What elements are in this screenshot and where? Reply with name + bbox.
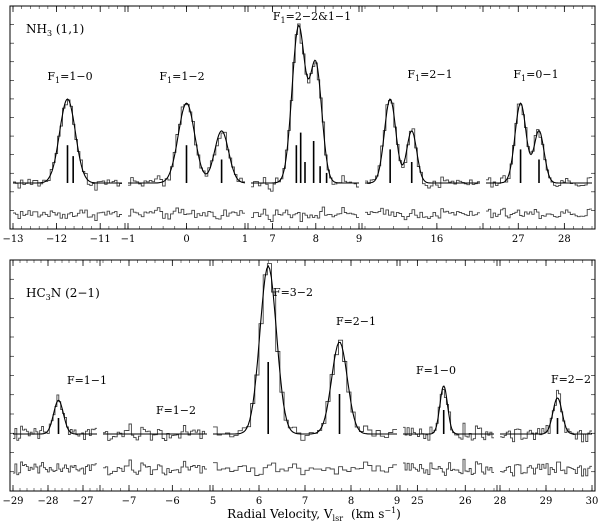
x-tick-label: 25 xyxy=(411,496,424,507)
x-tick-label: 7 xyxy=(302,496,308,507)
residual-spectrum xyxy=(365,207,480,221)
model-fit xyxy=(213,264,397,435)
panel-bottom: HC3N (2−1) −29 −28 −27 F=1−1 −7 −6 F=1−2 5 6 7 8 9 F… xyxy=(2,259,599,507)
residual-spectrum xyxy=(500,461,592,477)
x-tick-label: 28 xyxy=(494,496,507,507)
panel-bottom-plot: −29 −28 −27 F=1−1 −7 −6 F=1−2 5 6 7 8 9 F=3−2 F=2−1 25… xyxy=(2,259,599,507)
observed-spectrum xyxy=(365,100,480,189)
x-tick-label: 16 xyxy=(431,234,444,245)
x-tick-label: −27 xyxy=(72,496,93,507)
observed-spectrum xyxy=(128,103,245,187)
observed-spectrum xyxy=(500,389,592,443)
transition-label: F=1−1 xyxy=(67,374,107,387)
x-tick-label: 28 xyxy=(558,234,571,245)
x-tick-label: 5 xyxy=(210,496,216,507)
x-tick-label: 9 xyxy=(356,234,362,245)
x-tick-label: −11 xyxy=(90,234,111,245)
panel-top-molecule-label: NH3 (1,1) xyxy=(26,22,84,38)
panel-top-plot: −13 −12 −11 F1=1−0 −1 0 1 F1=1−2 7 8 9 F1=2−2&1−1 16… xyxy=(2,5,595,245)
x-tick-label: 1 xyxy=(242,234,248,245)
transition-label: F1=1−0 xyxy=(47,70,92,85)
transition-label: F1=2−1 xyxy=(407,68,452,83)
residual-spectrum xyxy=(103,459,207,476)
x-tick-label: −1 xyxy=(121,234,136,245)
model-fit xyxy=(128,102,246,184)
x-tick-label: −12 xyxy=(46,234,67,245)
x-axis-title: Radial Velocity, Vlsr (km s−1) xyxy=(227,506,401,523)
x-tick-label: −6 xyxy=(165,496,180,507)
residual-spectrum xyxy=(403,458,494,476)
x-tick-label: 30 xyxy=(586,496,599,507)
transition-label: F1=0−1 xyxy=(513,68,558,83)
model-fit xyxy=(500,397,592,435)
x-tick-label: 9 xyxy=(394,496,400,507)
transition-label: F=2−2 xyxy=(551,373,591,386)
transition-label: F=3−2 xyxy=(273,286,313,299)
x-tick-label: 6 xyxy=(256,496,262,507)
observed-spectrum xyxy=(13,99,122,191)
observed-spectrum xyxy=(103,423,207,441)
observed-spectrum xyxy=(213,263,397,441)
transition-label: F=1−2 xyxy=(156,404,196,417)
x-tick-label: 8 xyxy=(313,234,319,245)
model-fit xyxy=(486,102,592,184)
x-tick-label: 7 xyxy=(269,234,275,245)
model-fit xyxy=(403,385,494,435)
transition-label: F=1−0 xyxy=(416,364,456,377)
model-fit xyxy=(365,98,480,184)
x-tick-label: 29 xyxy=(540,496,553,507)
x-tick-label: 27 xyxy=(512,234,525,245)
panel-top: NH3 (1,1) −13 −12 −11 F1=1−0 −1 0 1 F1=1−2 7 8 9 F1… xyxy=(2,5,596,245)
residual-spectrum xyxy=(13,461,97,476)
x-tick-label: 26 xyxy=(459,496,472,507)
observed-spectrum xyxy=(13,394,97,441)
residual-spectrum xyxy=(13,209,122,222)
x-tick-label: −7 xyxy=(122,496,137,507)
panel-bottom-molecule-label: HC3N (2−1) xyxy=(26,286,100,302)
residual-spectrum xyxy=(128,207,245,220)
transition-label: F=2−1 xyxy=(336,315,376,328)
x-tick-label: −13 xyxy=(2,234,23,245)
x-tick-label: −28 xyxy=(37,496,58,507)
x-tick-label: 8 xyxy=(348,496,354,507)
panel-top-frame xyxy=(9,5,596,230)
transition-label: F1=2−2&1−1 xyxy=(273,10,351,25)
residual-spectrum xyxy=(213,461,397,476)
transition-label: F1=1−2 xyxy=(159,70,204,85)
x-tick-label: 0 xyxy=(183,234,189,245)
model-fit xyxy=(13,98,122,184)
residual-spectrum xyxy=(251,206,359,223)
residual-spectrum xyxy=(486,207,592,220)
x-tick-label: −29 xyxy=(2,496,23,507)
model-fit xyxy=(251,24,359,184)
model-fit xyxy=(13,399,97,435)
